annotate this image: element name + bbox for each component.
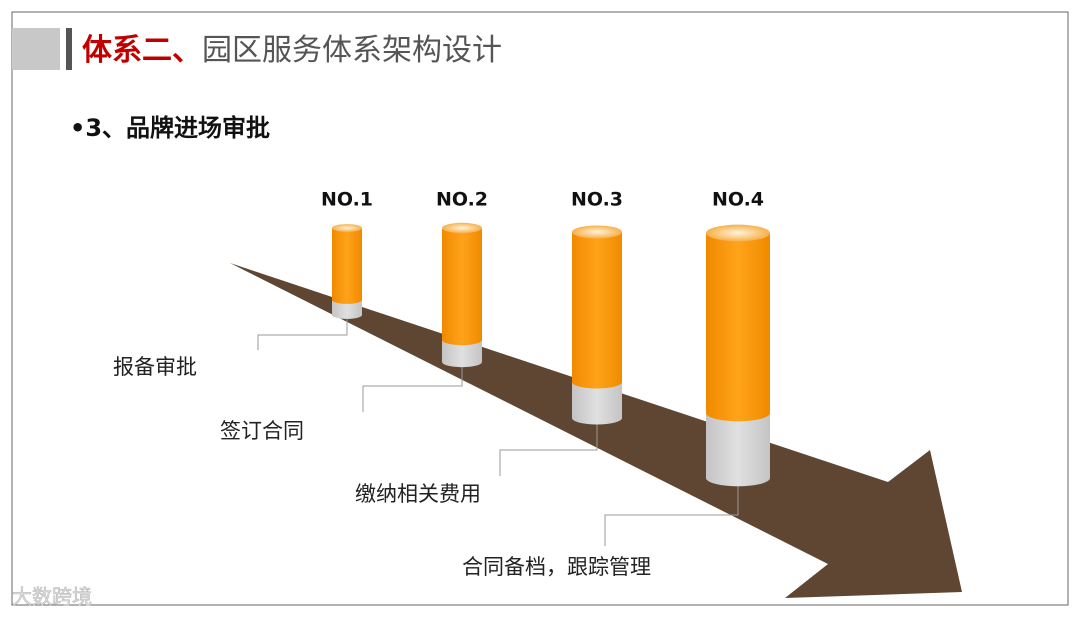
cylinder-body xyxy=(332,228,362,304)
cylinder-base xyxy=(442,340,482,368)
cylinder-top xyxy=(442,222,482,234)
cylinder-top xyxy=(332,224,362,232)
step-text: 合同备档，跟踪管理 xyxy=(462,555,651,579)
cylinder-body xyxy=(572,232,622,389)
process-arrow xyxy=(230,263,962,598)
leader-line xyxy=(257,318,348,350)
step-text: 报备审批 xyxy=(113,355,197,379)
cylinder-top xyxy=(572,225,622,239)
leader-line xyxy=(604,486,739,546)
cylinder-base xyxy=(572,382,622,425)
step-text: 缴纳相关费用 xyxy=(355,482,481,506)
cylinder-top xyxy=(706,224,770,242)
header-block xyxy=(12,28,60,70)
header-bar xyxy=(66,28,72,70)
subtitle: •3、品牌进场审批 xyxy=(70,114,270,142)
step-number: NO.4 xyxy=(712,189,764,211)
leader-line xyxy=(499,424,598,476)
cylinder-base xyxy=(332,300,362,319)
watermark: 大数跨境 xyxy=(12,585,92,609)
cylinder-base xyxy=(706,413,770,487)
step-text: 签订合同 xyxy=(220,419,304,443)
step-number: NO.3 xyxy=(571,189,623,211)
title-lead: 体系二、 xyxy=(82,33,202,68)
title-rest: 园区服务体系架构设计 xyxy=(202,33,502,68)
step-number: NO.2 xyxy=(436,189,488,211)
leader-line xyxy=(362,367,463,412)
step-number: NO.1 xyxy=(321,189,373,211)
cylinder-body xyxy=(442,228,482,346)
header-title: 体系二、园区服务体系架构设计 xyxy=(82,33,502,68)
slide-frame xyxy=(11,11,1069,606)
steps: NO.1 报备审批 NO.2 签订合同 NO.3 缴纳相关费用 NO.4 合同备档，跟踪管理 xyxy=(113,189,770,579)
cylinder-body xyxy=(706,233,770,422)
